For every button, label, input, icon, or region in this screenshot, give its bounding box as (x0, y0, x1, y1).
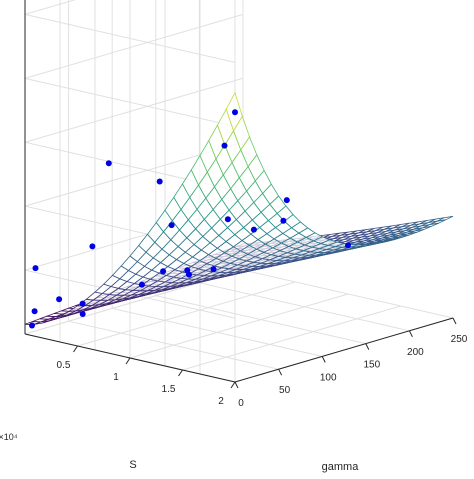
data-point (31, 308, 38, 315)
y-tick-label: 0.5 (57, 360, 71, 371)
x-axis-line (234, 317, 454, 383)
data-point (89, 243, 96, 250)
y-tick-label: 1.5 (162, 384, 176, 395)
x-tick-mark (408, 330, 413, 338)
x-tick-label: 150 (363, 360, 380, 371)
y-tick-label: 2 (218, 396, 224, 407)
data-points (29, 109, 351, 329)
data-point (280, 217, 287, 224)
grid-line (182, 305, 401, 371)
x-tick-mark (234, 381, 239, 389)
grid-line (77, 281, 296, 347)
data-point (160, 268, 167, 275)
grid-line (24, 13, 236, 63)
grid-line (129, 293, 349, 359)
data-point (79, 300, 86, 307)
surface-mesh (24, 91, 454, 325)
x-tick-label: 100 (320, 372, 337, 383)
data-point (250, 226, 257, 233)
x-axis-label: gamma (322, 461, 360, 473)
data-point (232, 109, 238, 116)
grid-line (24, 0, 76, 15)
y-axis-exponent: ×10⁴ (0, 432, 18, 442)
x-tick-mark (452, 317, 457, 325)
y-tick-mark (230, 381, 236, 389)
x-tick-mark (321, 356, 326, 363)
x-tick-label: 0 (238, 398, 244, 409)
x-tick-label: 200 (407, 347, 424, 358)
y-tick-mark (125, 357, 131, 365)
data-point (79, 311, 86, 317)
data-point (345, 242, 351, 249)
data-point (221, 142, 228, 149)
data-point (283, 197, 290, 204)
data-point (105, 160, 112, 167)
data-point (29, 322, 35, 329)
data-point (156, 178, 163, 185)
data-point (186, 271, 192, 278)
data-point (168, 222, 175, 229)
x-tick-label: 250 (451, 334, 468, 345)
y-tick-label: 1 (113, 372, 119, 383)
x-tick-label: 50 (279, 385, 291, 396)
data-point (224, 216, 231, 223)
grid-line (24, 77, 236, 127)
y-axis-label: S (129, 459, 136, 471)
x-tick-mark (365, 343, 370, 350)
grid-line (24, 77, 244, 143)
tick-labels: 0 50 100 150 200 250 0.5 1 1.5 2 (57, 317, 468, 409)
data-point (210, 266, 217, 273)
data-point (32, 265, 39, 272)
data-point (138, 281, 145, 288)
x-tick-mark (278, 368, 283, 376)
y-tick-mark (178, 369, 183, 377)
grid-line (24, 13, 244, 79)
y-tick-mark (73, 345, 78, 353)
data-point (56, 296, 63, 303)
